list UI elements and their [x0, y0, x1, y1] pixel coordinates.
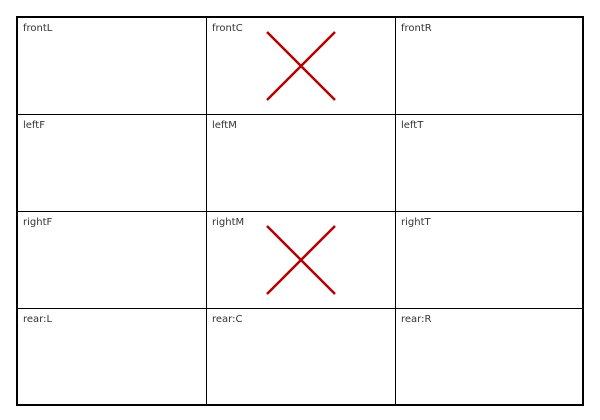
- cell-label: rear:L: [23, 314, 53, 325]
- grid-cell-rearL[interactable]: rear:L: [18, 309, 207, 404]
- cell-label: rightF: [23, 217, 53, 228]
- cell-label: rightT: [401, 217, 431, 228]
- cell-label: frontC: [212, 23, 243, 34]
- camera-position-grid: frontL frontC frontR leftF leftM leftT r…: [16, 16, 584, 406]
- cell-label: frontR: [401, 23, 432, 34]
- grid-cell-frontC[interactable]: frontC: [207, 18, 396, 115]
- grid-cell-frontL[interactable]: frontL: [18, 18, 207, 115]
- cell-label: rear:C: [212, 314, 243, 325]
- grid-cell-rightF[interactable]: rightF: [18, 212, 207, 309]
- cell-label: leftT: [401, 120, 424, 131]
- x-mark-icon: [266, 31, 336, 101]
- grid-cell-rearR[interactable]: rear:R: [396, 309, 582, 404]
- grid-cell-leftT[interactable]: leftT: [396, 115, 582, 212]
- grid-cell-rearC[interactable]: rear:C: [207, 309, 396, 404]
- grid-cell-rightT[interactable]: rightT: [396, 212, 582, 309]
- grid-cell-leftF[interactable]: leftF: [18, 115, 207, 212]
- grid-cell-rightM[interactable]: rightM: [207, 212, 396, 309]
- grid-cell-frontR[interactable]: frontR: [396, 18, 582, 115]
- grid-cell-leftM[interactable]: leftM: [207, 115, 396, 212]
- cell-label: leftM: [212, 120, 237, 131]
- x-mark-icon: [266, 225, 336, 295]
- cell-label: frontL: [23, 23, 53, 34]
- cell-label: rightM: [212, 217, 245, 228]
- cell-label: leftF: [23, 120, 45, 131]
- cell-label: rear:R: [401, 314, 432, 325]
